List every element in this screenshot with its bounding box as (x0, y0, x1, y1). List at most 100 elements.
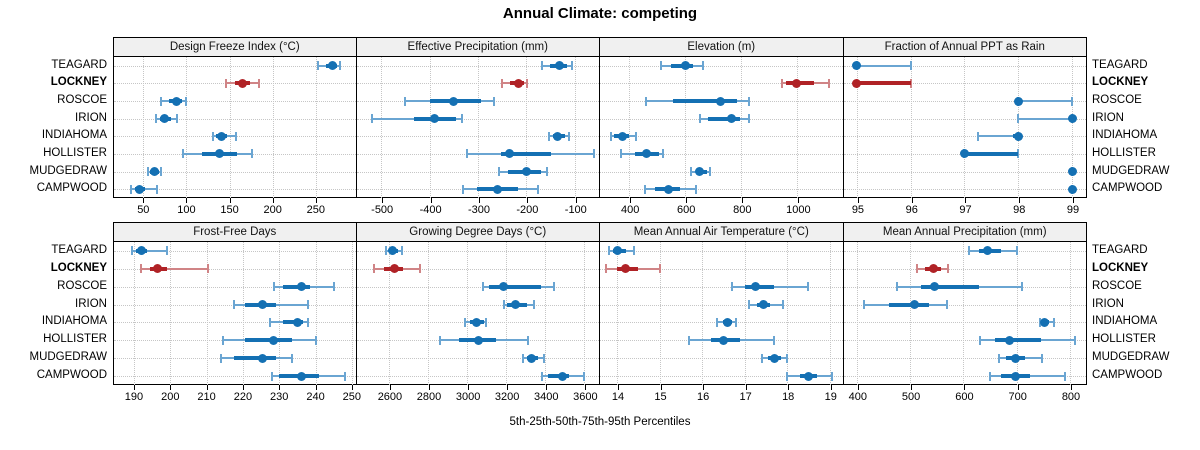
percentile-whisker (856, 64, 911, 67)
tick-label: -400 (419, 204, 442, 216)
median-dot (449, 96, 459, 106)
gridline-horizontal (843, 340, 1086, 342)
gridline-horizontal (843, 118, 1086, 120)
whisker-cap (501, 78, 504, 88)
median-dot (852, 61, 862, 71)
row-label-right-campwood: CAMPWOOD (1092, 369, 1163, 382)
whisker-cap (735, 317, 738, 327)
whisker-cap (571, 61, 574, 71)
whisker-cap (464, 317, 467, 327)
median-dot (723, 317, 733, 327)
iqr-bar (708, 116, 741, 121)
whisker-cap (497, 167, 500, 177)
panel-fraction-of-annual-ppt-as-rain: Fraction of Annual PPT as Rain (842, 37, 1087, 198)
median-dot (695, 167, 705, 177)
gridline-vertical (229, 57, 231, 198)
iqr-bar (995, 338, 1041, 343)
gridline-horizontal (114, 65, 356, 67)
gridline-vertical (744, 242, 746, 385)
tick-mark (618, 385, 620, 390)
gridline-horizontal (356, 358, 599, 360)
whisker-cap (593, 149, 596, 159)
whisker-cap (140, 264, 143, 274)
median-dot (803, 371, 813, 381)
gridline-vertical (272, 57, 274, 198)
whisker-cap (537, 184, 540, 194)
median-dot (296, 282, 306, 292)
tick-mark (788, 385, 790, 390)
tick-mark (798, 198, 800, 203)
gridline-horizontal (600, 358, 843, 360)
whisker-cap (272, 282, 275, 292)
tick-mark (478, 198, 480, 203)
whisker-cap (160, 167, 163, 177)
whisker-cap (979, 335, 982, 345)
whisker-cap (175, 114, 178, 124)
row-label-right-lockney: LOCKNEY (1092, 261, 1149, 274)
tick-label: 2800 (416, 391, 442, 403)
tick-label: 190 (124, 391, 144, 403)
tick-label: 98 (1013, 204, 1026, 216)
gridline-horizontal (356, 65, 599, 67)
row-label-right-hollister: HOLLISTER (1092, 333, 1156, 346)
whisker-cap (773, 335, 776, 345)
median-dot (160, 114, 170, 124)
gridline-vertical (741, 57, 743, 198)
median-dot (612, 246, 622, 256)
whisker-cap (332, 282, 335, 292)
whisker-cap (583, 371, 586, 381)
tick-label: 16 (696, 391, 710, 403)
whisker-cap (747, 300, 750, 310)
gridline-horizontal (600, 83, 843, 85)
median-dot (1067, 114, 1077, 124)
whisker-cap (532, 300, 535, 310)
tick-mark (1017, 385, 1019, 390)
gridline-horizontal (114, 286, 356, 288)
tick-mark (911, 198, 913, 203)
tick-label: 600 (955, 391, 974, 403)
whisker-cap (698, 114, 701, 124)
whisker-cap (747, 96, 750, 106)
tick-mark (857, 198, 859, 203)
row-label-left-roscoe: ROSCOE (57, 94, 107, 107)
panel-growing-degree-days-c-: Growing Degree Days (°C) (355, 222, 600, 385)
plot-area (843, 57, 1086, 198)
iqr-bar (888, 302, 929, 307)
panel-elevation-m-: Elevation (m) (599, 37, 844, 198)
whisker-cap (659, 61, 662, 71)
median-dot (1040, 317, 1050, 327)
tick-mark (272, 198, 274, 203)
gridline-vertical (829, 242, 831, 385)
tick-label: 1000 (786, 204, 811, 216)
whisker-cap (609, 131, 612, 141)
median-dot (553, 131, 563, 141)
gridline-horizontal (114, 189, 356, 191)
iqr-bar (856, 81, 911, 86)
tick-mark (857, 385, 859, 390)
row-label-left-irion: IRION (75, 111, 107, 124)
gridline-vertical (388, 242, 390, 385)
gridline-horizontal (600, 189, 843, 191)
panel-mean-annual-precipitation-mm-: Mean Annual Precipitation (mm) (842, 222, 1087, 385)
gridline-vertical (429, 57, 431, 198)
panel-header: Elevation (m) (600, 38, 843, 57)
tick-label: 500 (901, 391, 921, 403)
median-dot (681, 61, 691, 71)
whisker-cap (155, 114, 158, 124)
tick-mark (630, 198, 632, 203)
tick-label: 800 (1061, 391, 1081, 403)
row-label-right-teagard: TEAGARD (1092, 243, 1148, 256)
whisker-cap (269, 317, 272, 327)
tick-mark (527, 198, 529, 203)
iqr-bar (244, 338, 292, 343)
gridline-vertical (1016, 242, 1018, 385)
gridline-horizontal (114, 118, 356, 120)
gridline-vertical (1018, 57, 1020, 198)
tick-label: 250 (306, 204, 325, 216)
whisker-cap (1017, 149, 1020, 159)
row-label-right-teagard: TEAGARD (1092, 58, 1148, 71)
tick-mark (1071, 385, 1072, 390)
median-dot (642, 149, 652, 159)
gridline-vertical (617, 242, 619, 385)
